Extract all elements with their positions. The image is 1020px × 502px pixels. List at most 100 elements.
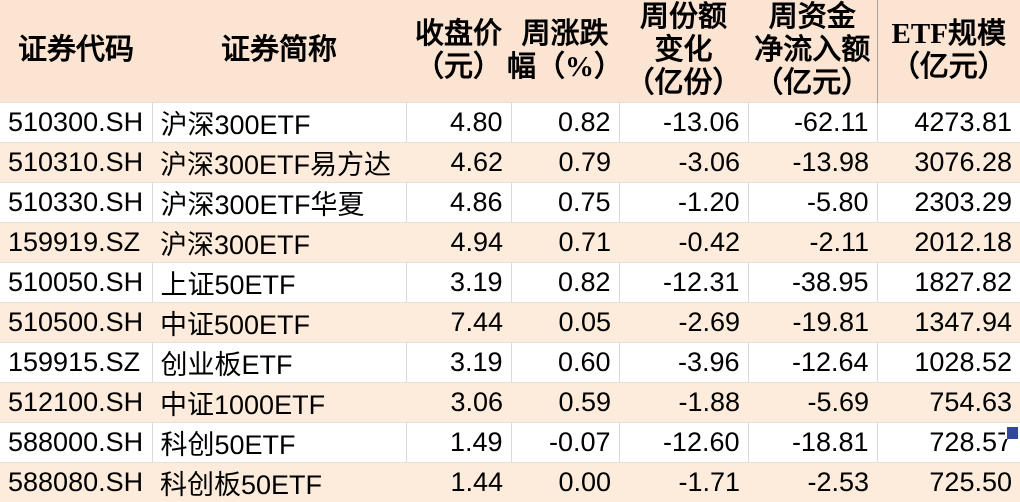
header-line: （亿元）	[891, 51, 1007, 84]
cell-code: 512100.SH	[0, 382, 152, 422]
cell-weekly-change-pct: 0.60	[511, 342, 619, 382]
cell-close-price: 1.49	[406, 422, 511, 462]
column-header-close-price: 收盘价（元）	[406, 0, 511, 102]
cell-weekly-net-inflow: -2.11	[748, 222, 877, 262]
cell-weekly-change-pct: 0.71	[511, 222, 619, 262]
column-header-weekly-change-pct: 周涨跌幅（%）	[511, 0, 619, 102]
cell-name: 科创50ETF	[152, 422, 406, 462]
header-line: 证券简称	[221, 34, 337, 67]
header-line: （亿元）	[754, 67, 870, 100]
cell-weekly-share-change: -1.88	[619, 382, 748, 422]
cell-close-price: 7.44	[406, 302, 511, 342]
table-header: 证券代码证券简称收盘价（元）周涨跌幅（%）周份额变化（亿份）周资金净流入额（亿元…	[0, 0, 1020, 102]
cell-weekly-net-inflow: -5.80	[748, 182, 877, 222]
header-line: 周资金	[769, 1, 856, 34]
cell-weekly-share-change: -2.69	[619, 302, 748, 342]
cell-name: 中证500ETF	[152, 302, 406, 342]
cell-etf-scale: 754.63	[877, 382, 1020, 422]
cell-weekly-share-change: -12.31	[619, 262, 748, 302]
cell-etf-scale: 728.57	[877, 422, 1020, 462]
header-line: 变化	[654, 34, 712, 67]
cell-weekly-share-change: -0.42	[619, 222, 748, 262]
column-header-weekly-net-inflow: 周资金净流入额（亿元）	[748, 0, 877, 102]
cell-code: 510500.SH	[0, 302, 152, 342]
cell-weekly-change-pct: 0.75	[511, 182, 619, 222]
header-line: 幅（%）	[507, 51, 623, 84]
cell-weekly-share-change: -1.71	[619, 462, 748, 502]
cell-name: 中证1000ETF	[152, 382, 406, 422]
cell-etf-scale: 3076.28	[877, 142, 1020, 182]
cell-code: 510300.SH	[0, 102, 152, 142]
cell-code: 588000.SH	[0, 422, 152, 462]
cell-etf-scale: 2012.18	[877, 222, 1020, 262]
cell-code: 588080.SH	[0, 462, 152, 502]
cell-weekly-net-inflow: -12.64	[748, 342, 877, 382]
selection-fill-handle[interactable]	[1005, 425, 1018, 439]
cell-weekly-net-inflow: -19.81	[748, 302, 877, 342]
cell-weekly-share-change: -13.06	[619, 102, 748, 142]
cell-weekly-share-change: -1.20	[619, 182, 748, 222]
cell-weekly-share-change: -3.96	[619, 342, 748, 382]
cell-weekly-net-inflow: -13.98	[748, 142, 877, 182]
header-line: 净流入额	[754, 34, 870, 67]
cell-weekly-net-inflow: -38.95	[748, 262, 877, 302]
cell-close-price: 4.62	[406, 142, 511, 182]
header-label: 周资金净流入额（亿元）	[748, 0, 877, 102]
cell-code: 159915.SZ	[0, 342, 152, 382]
cell-close-price: 4.86	[406, 182, 511, 222]
cell-code: 510330.SH	[0, 182, 152, 222]
header-line: 周涨跌	[521, 18, 608, 51]
cell-close-price: 4.94	[406, 222, 511, 262]
spreadsheet-view: 证券代码证券简称收盘价（元）周涨跌幅（%）周份额变化（亿份）周资金净流入额（亿元…	[0, 0, 1020, 443]
cell-code: 510050.SH	[0, 262, 152, 302]
cell-name: 沪深300ETF	[152, 102, 406, 142]
cell-etf-scale: 4273.81	[877, 102, 1020, 142]
header-line: 周份额	[640, 1, 727, 34]
cell-code: 159919.SZ	[0, 222, 152, 262]
cell-weekly-change-pct: 0.59	[511, 382, 619, 422]
cell-close-price: 3.06	[406, 382, 511, 422]
cell-name: 沪深300ETF华夏	[152, 182, 406, 222]
column-header-etf-scale: ETF规模（亿元）	[877, 0, 1020, 102]
header-line: 证券代码	[18, 34, 134, 67]
cell-name: 沪深300ETF易方达	[152, 142, 406, 182]
header-label: 证券代码	[0, 0, 152, 102]
cell-weekly-change-pct: 0.00	[511, 462, 619, 502]
column-header-name: 证券简称	[152, 0, 406, 102]
cell-name: 沪深300ETF	[152, 222, 406, 262]
cell-weekly-net-inflow: -62.11	[748, 102, 877, 142]
header-label: 收盘价（元）	[406, 0, 511, 102]
cell-etf-scale: 725.50	[877, 462, 1020, 502]
column-header-code: 证券代码	[0, 0, 152, 102]
header-line: （元）	[415, 51, 502, 84]
cell-name: 创业板ETF	[152, 342, 406, 382]
cell-weekly-net-inflow: -5.69	[748, 382, 877, 422]
cell-close-price: 3.19	[406, 262, 511, 302]
cell-close-price: 3.19	[406, 342, 511, 382]
cell-weekly-change-pct: 0.82	[511, 262, 619, 302]
cell-etf-scale: 1028.52	[877, 342, 1020, 382]
cell-code: 510310.SH	[0, 142, 152, 182]
cell-etf-scale: 2303.29	[877, 182, 1020, 222]
header-line: ETF规模	[892, 18, 1006, 51]
cell-weekly-share-change: -3.06	[619, 142, 748, 182]
cell-weekly-share-change: -12.60	[619, 422, 748, 462]
cell-weekly-change-pct: 0.79	[511, 142, 619, 182]
header-label: 周份额变化（亿份）	[619, 0, 748, 102]
table-header-row: 证券代码证券简称收盘价（元）周涨跌幅（%）周份额变化（亿份）周资金净流入额（亿元…	[0, 0, 1020, 102]
header-line: （亿份）	[625, 67, 741, 100]
cell-weekly-change-pct: 0.82	[511, 102, 619, 142]
header-label: 证券简称	[152, 0, 406, 102]
